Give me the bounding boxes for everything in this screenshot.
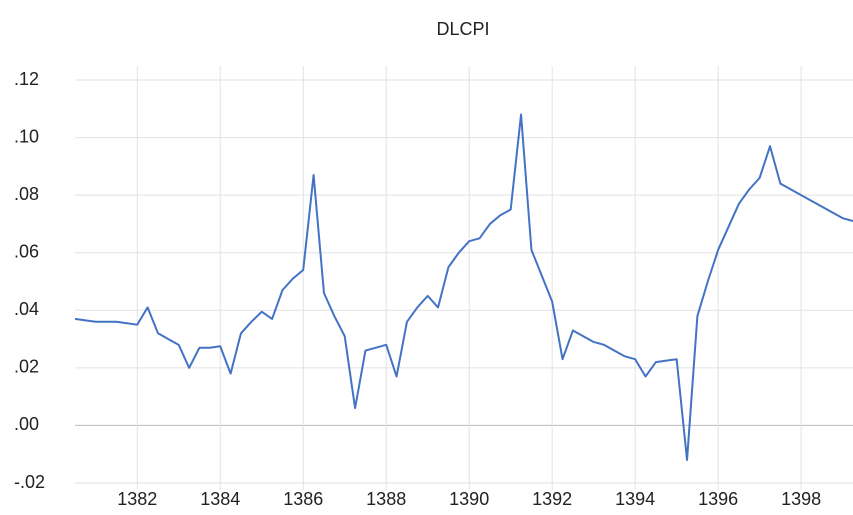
y-tick-label: .04 (14, 299, 39, 319)
y-tick-label: .00 (14, 414, 39, 434)
x-tick-label: 1394 (615, 489, 655, 509)
x-tick-label: 1384 (200, 489, 240, 509)
y-tick-label: .06 (14, 241, 39, 261)
x-tick-label: 1388 (366, 489, 406, 509)
y-tick-label: .08 (14, 184, 39, 204)
x-tick-label: 1390 (449, 489, 489, 509)
y-tick-label: .02 (14, 357, 39, 377)
x-tick-label: 1382 (117, 489, 157, 509)
x-tick-label: 1398 (781, 489, 821, 509)
x-tick-label: 1396 (698, 489, 738, 509)
data-line (74, 113, 853, 461)
y-tick-label: .12 (14, 69, 39, 89)
y-tick-label: .10 (14, 126, 39, 146)
chart-title: DLCPI (436, 19, 489, 39)
x-tick-label: 1386 (283, 489, 323, 509)
x-tick-label: 1392 (532, 489, 572, 509)
y-tick-label: -.02 (14, 472, 45, 492)
